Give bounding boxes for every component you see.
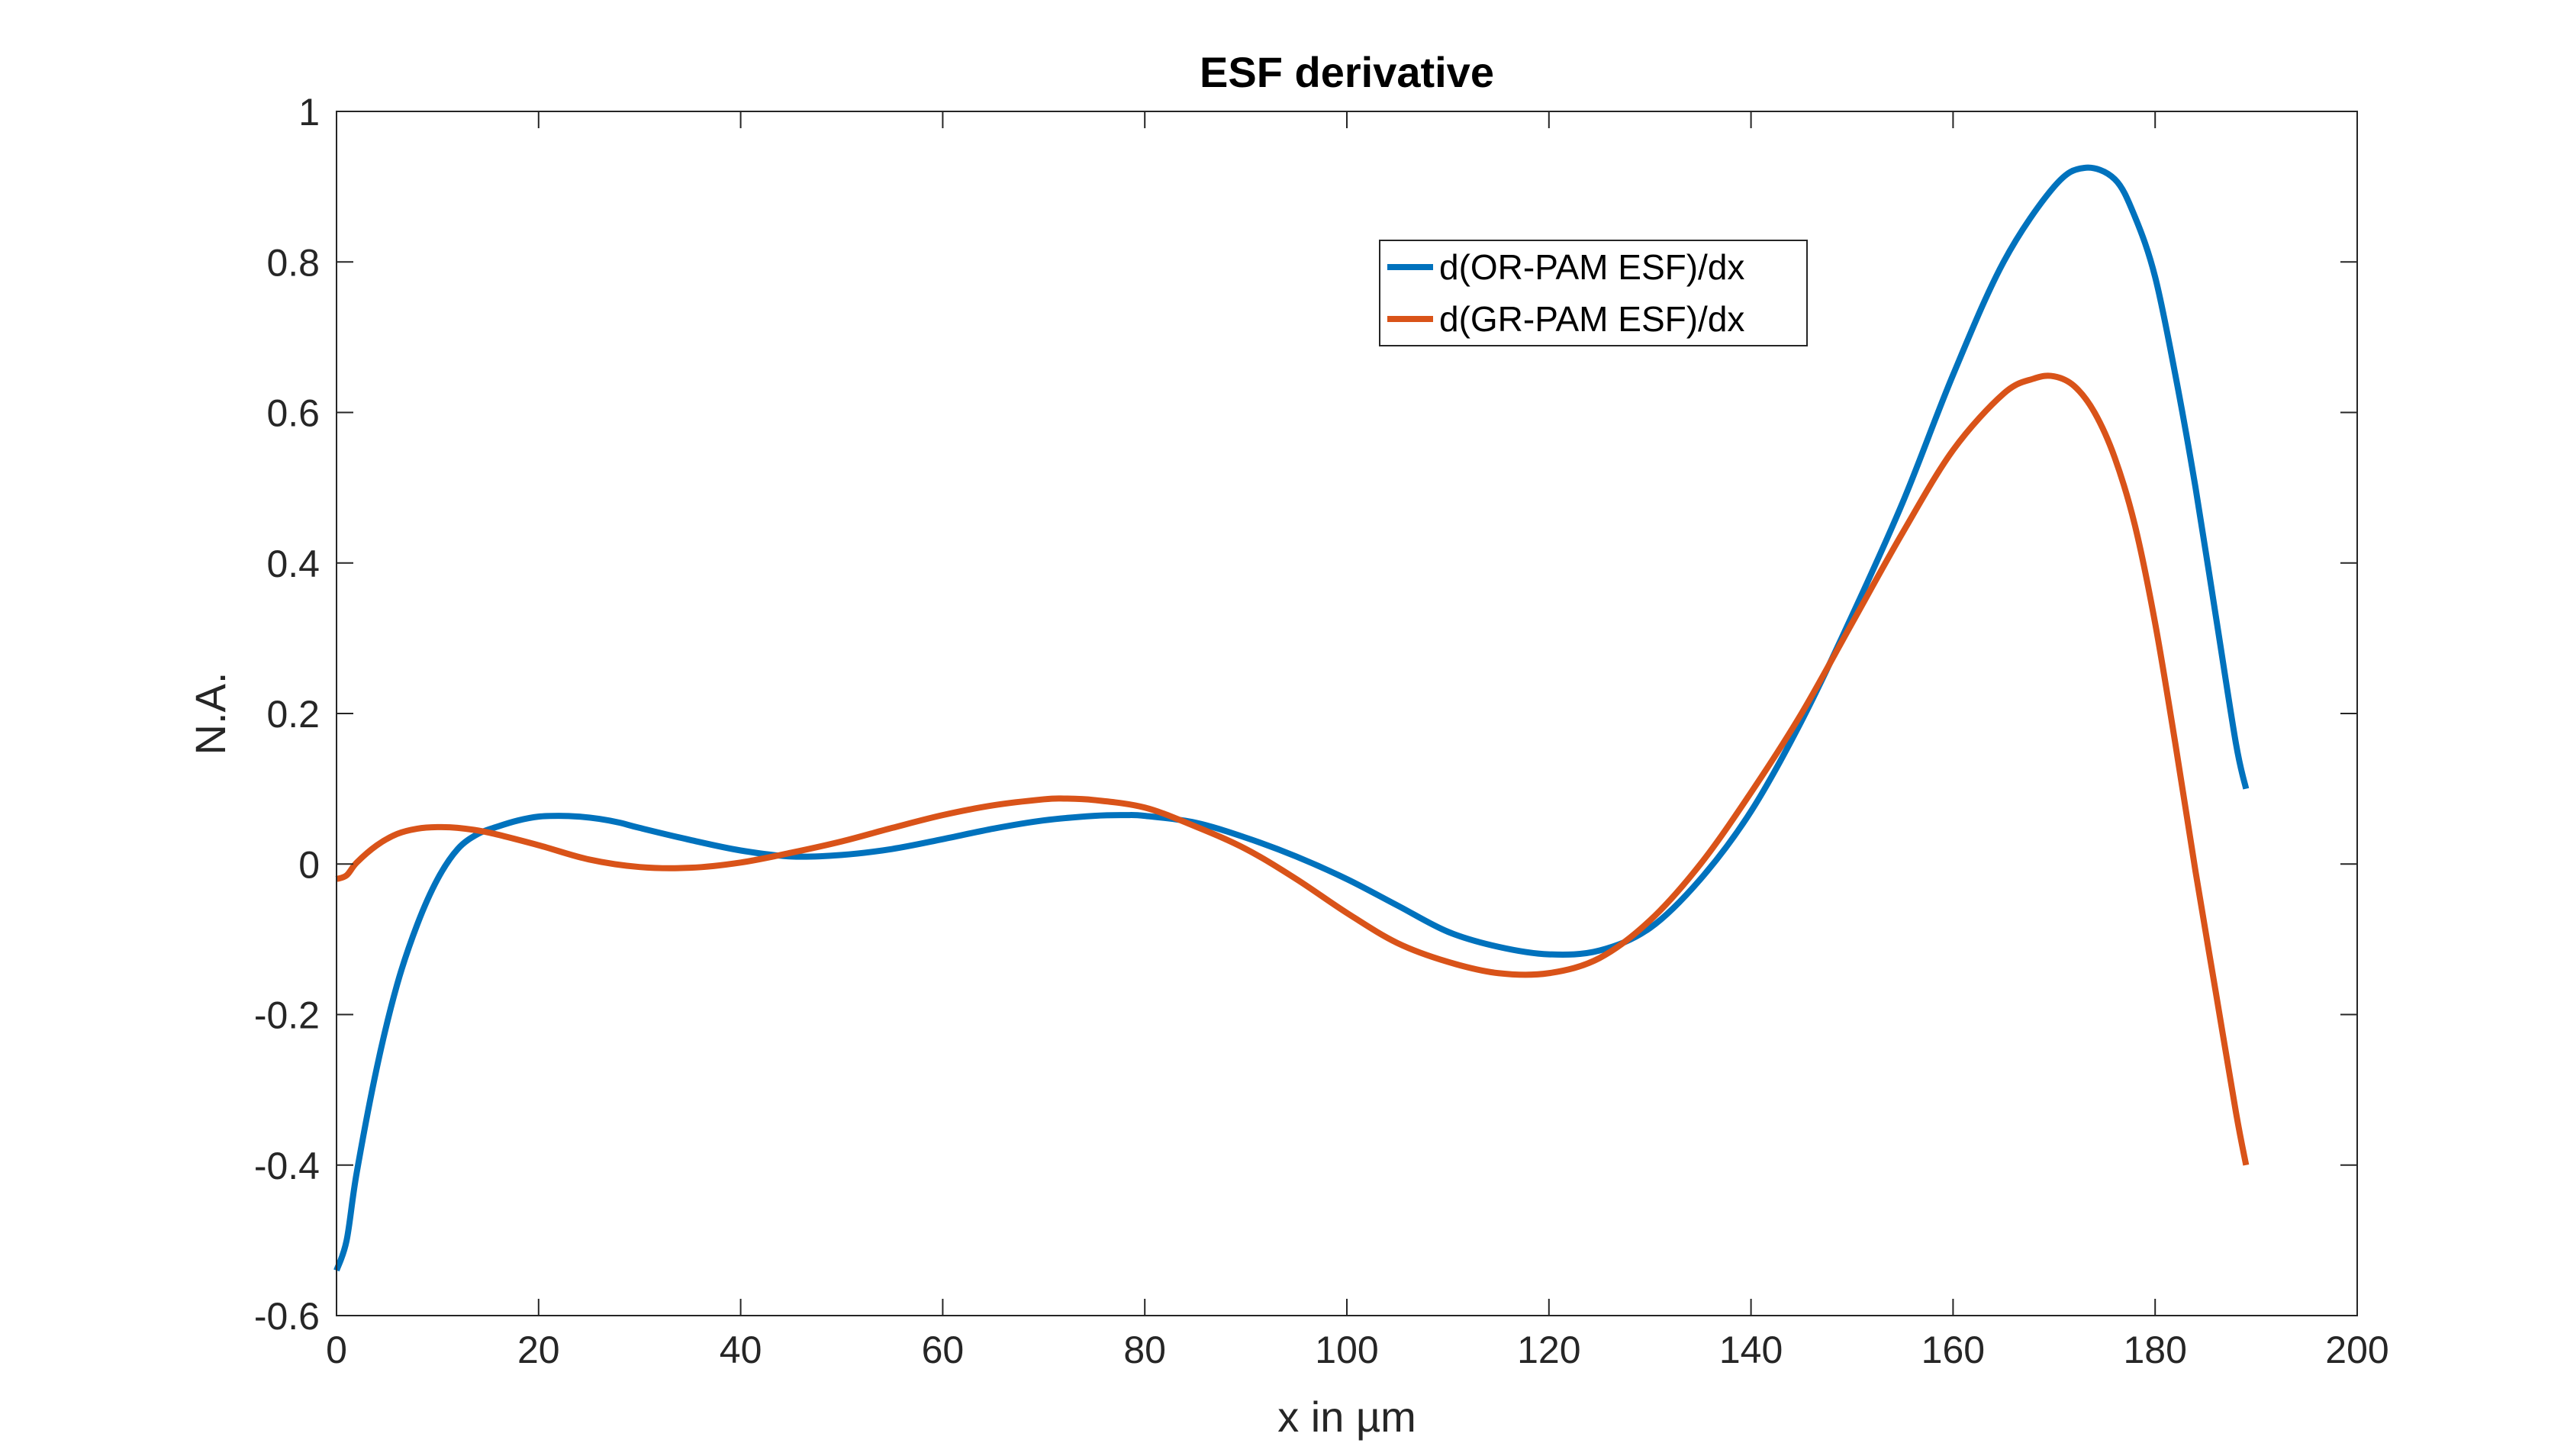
x-tick-label: 20 bbox=[517, 1329, 560, 1371]
y-tick-label: -0.2 bbox=[254, 994, 320, 1037]
legend-box bbox=[1379, 240, 1808, 346]
series-line-gr-pam bbox=[335, 372, 2250, 1166]
x-tick-label: 160 bbox=[1921, 1329, 1985, 1371]
x-axis: 0 20 40 60 80 100 120 140 160 180 200 bbox=[326, 111, 2389, 1371]
x-tick-label: 180 bbox=[2123, 1329, 2186, 1371]
x-tick-label: 80 bbox=[1123, 1329, 1166, 1371]
y-axis-label: N.A. bbox=[186, 672, 234, 755]
y-tick-label: 0.2 bbox=[266, 693, 320, 736]
legend-label-gr-pam: d(GR-PAM ESF)/dx bbox=[1439, 299, 1744, 339]
y-tick-label: 0.4 bbox=[266, 543, 320, 585]
series-group bbox=[333, 164, 2250, 1272]
x-tick-label: 0 bbox=[326, 1329, 347, 1371]
y-tick-label: 0 bbox=[298, 843, 320, 886]
y-tick-label: 0.6 bbox=[266, 392, 320, 435]
x-axis-label: x in µm bbox=[1277, 1393, 1416, 1441]
series-line-or-pam bbox=[333, 164, 2250, 1272]
chart-title: ESF derivative bbox=[1200, 48, 1494, 96]
x-tick-label: 40 bbox=[720, 1329, 762, 1371]
y-tick-label: 0.8 bbox=[266, 241, 320, 284]
x-tick-label: 140 bbox=[1719, 1329, 1783, 1371]
legend-label-or-pam: d(OR-PAM ESF)/dx bbox=[1439, 247, 1744, 287]
y-tick-label: -0.6 bbox=[254, 1295, 320, 1338]
x-tick-label: 200 bbox=[2325, 1329, 2388, 1371]
y-tick-label: -0.4 bbox=[254, 1145, 320, 1187]
x-tick-label: 60 bbox=[922, 1329, 965, 1371]
y-axis: -0.6 -0.4 -0.2 0 0.2 0.4 0.6 0.8 1 bbox=[254, 91, 2357, 1338]
y-tick-label: 1 bbox=[298, 91, 320, 134]
x-tick-label: 120 bbox=[1517, 1329, 1580, 1371]
x-tick-label: 100 bbox=[1315, 1329, 1378, 1371]
legend: d(OR-PAM ESF)/dx d(GR-PAM ESF)/dx bbox=[1379, 240, 1808, 346]
